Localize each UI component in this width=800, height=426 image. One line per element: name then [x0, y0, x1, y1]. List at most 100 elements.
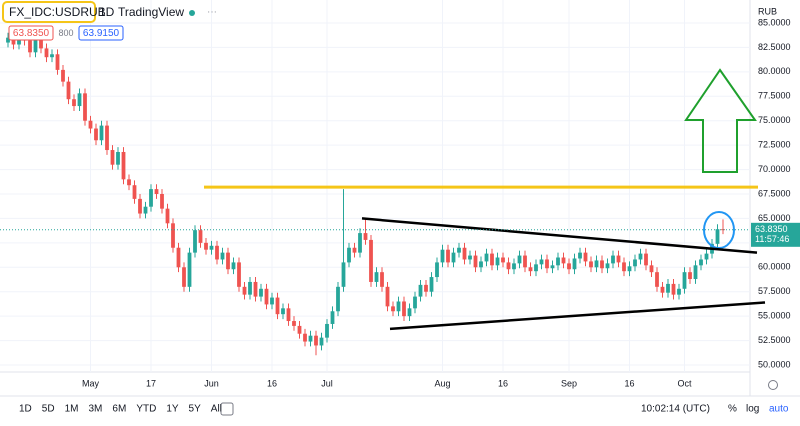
candle-body: [44, 48, 49, 58]
toolbar: 10:02:14 (UTC) % log auto 1D 5D 1M 3M 6M YTD 1…: [19, 402, 789, 416]
candle-body: [666, 283, 670, 293]
candle-body: [303, 333, 307, 342]
candle-body: [517, 255, 522, 264]
candle-body: [325, 323, 329, 338]
range-button[interactable]: 6M: [112, 404, 126, 415]
range-button[interactable]: 1Y: [166, 404, 179, 415]
x-tick-label: May: [82, 378, 100, 388]
candle-body: [523, 255, 527, 268]
last-price-box: [751, 222, 800, 247]
percent-toggle[interactable]: %: [728, 404, 737, 415]
candle-body: [539, 259, 544, 265]
candle-body: [407, 308, 412, 317]
range-button[interactable]: 1M: [65, 404, 79, 415]
candle-body: [611, 255, 615, 264]
candle-body: [39, 36, 43, 49]
candle-body: [171, 223, 175, 248]
candle-body: [160, 194, 164, 209]
candle-body: [121, 151, 126, 180]
candle-body: [605, 263, 610, 269]
y-tick-label: 60.0000: [758, 262, 791, 272]
x-tick-label: Jul: [321, 378, 333, 388]
x-tick-label: Oct: [677, 378, 692, 388]
candle-body: [138, 198, 142, 214]
candle-body: [622, 262, 626, 272]
range-button[interactable]: 5Y: [189, 404, 202, 415]
candle-body: [633, 259, 637, 267]
candle-body: [512, 263, 516, 270]
candle-body: [319, 337, 324, 346]
candle-body: [534, 264, 538, 272]
candle-body: [237, 262, 241, 287]
candle-body: [88, 120, 93, 129]
candle-body: [528, 267, 533, 272]
y-tick-label: 67.5000: [758, 188, 791, 198]
candle-body: [187, 252, 192, 287]
candle-body: [220, 252, 225, 260]
source: TradingView: [118, 5, 184, 19]
candle-body: [451, 252, 456, 263]
candle-body: [182, 267, 186, 287]
candle-body: [215, 245, 219, 260]
y-tick-label: 85.0000: [758, 17, 791, 27]
candle-body: [94, 128, 98, 141]
candle-body: [66, 81, 71, 100]
bid: 63.8350: [13, 28, 50, 39]
candle-body: [693, 265, 698, 280]
x-tick-label: Sep: [561, 378, 577, 388]
date-range-icon[interactable]: [220, 402, 234, 416]
candle-body: [286, 308, 291, 322]
range-button[interactable]: 3M: [89, 404, 103, 415]
candle-body: [165, 208, 170, 224]
x-tick-label: 16: [498, 378, 508, 388]
candle-body: [209, 245, 214, 250]
candle-body: [231, 262, 236, 270]
more-dots[interactable]: ···: [207, 7, 217, 18]
candle-body: [699, 259, 703, 266]
range-button[interactable]: 5D: [42, 404, 55, 415]
settings-icon[interactable]: [768, 380, 778, 390]
candle-body: [440, 249, 445, 263]
candle-body: [72, 99, 76, 107]
candle-body: [116, 151, 120, 165]
candle-body: [594, 260, 599, 268]
candle-body: [193, 230, 197, 253]
candle-body: [270, 297, 274, 305]
candle-body: [204, 242, 208, 250]
candle-body: [105, 125, 109, 151]
symbol-highlight: [2, 1, 96, 23]
range-button[interactable]: All: [211, 404, 222, 415]
y-tick-label: 70.0000: [758, 164, 791, 174]
candle-body: [127, 179, 131, 186]
range-button[interactable]: YTD: [136, 404, 156, 415]
candle-body: [677, 288, 681, 295]
candle-body: [132, 185, 137, 199]
candle-body: [671, 283, 676, 295]
candle-body: [198, 230, 203, 243]
candle-body: [429, 277, 434, 292]
x-tick-label: Jun: [204, 378, 219, 388]
auto-toggle[interactable]: auto: [769, 404, 789, 415]
currency: RUB: [758, 6, 777, 16]
range-button[interactable]: 1D: [19, 404, 32, 415]
y-tick-label: 57.5000: [758, 286, 791, 296]
candle-body: [418, 284, 423, 297]
candle-body: [264, 288, 269, 305]
symbol[interactable]: FX_IDC:USDRUB: [9, 5, 106, 19]
candle-body: [578, 252, 582, 259]
candle-body: [358, 233, 362, 253]
candle-body: [660, 286, 665, 293]
candle-body: [484, 253, 489, 262]
ask-box[interactable]: [78, 25, 124, 41]
lower-trendline: [389, 301, 766, 331]
candle-body: [110, 150, 115, 165]
bid-box[interactable]: [8, 25, 54, 41]
log-toggle[interactable]: log: [746, 404, 759, 415]
plot-area: [0, 0, 750, 372]
interval[interactable]: 1D: [99, 5, 115, 19]
header: FX_IDC:USDRUB 1D TradingView ··· 63.8350…: [2, 1, 217, 41]
candle-body: [292, 321, 296, 326]
y-tick-label: 72.5000: [758, 140, 791, 150]
